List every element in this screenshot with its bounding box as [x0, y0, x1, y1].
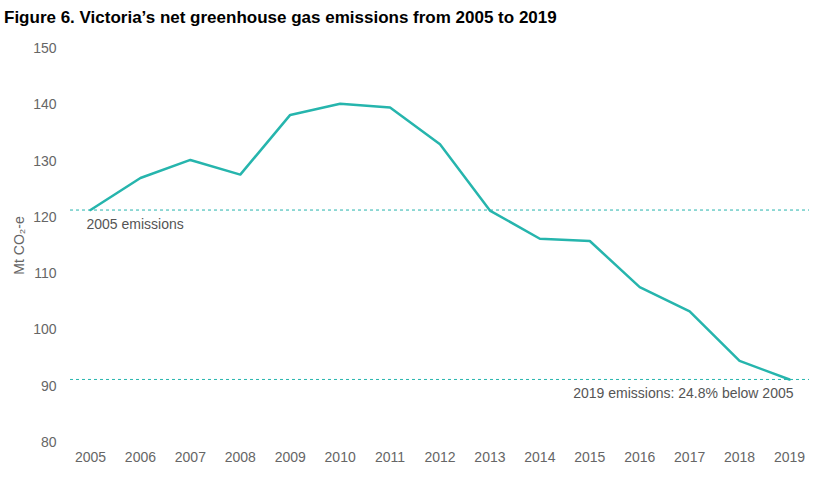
svg-text:150: 150 — [33, 40, 57, 56]
svg-text:2013: 2013 — [474, 449, 505, 465]
svg-text:140: 140 — [33, 96, 57, 112]
svg-text:90: 90 — [41, 378, 57, 394]
svg-text:2005: 2005 — [75, 449, 106, 465]
svg-text:110: 110 — [34, 265, 57, 281]
svg-text:2018: 2018 — [724, 449, 755, 465]
svg-text:100: 100 — [33, 321, 57, 337]
svg-text:2019: 2019 — [774, 449, 805, 465]
svg-text:2012: 2012 — [424, 449, 455, 465]
svg-text:2016: 2016 — [624, 449, 655, 465]
svg-text:2010: 2010 — [325, 449, 356, 465]
svg-text:2008: 2008 — [225, 449, 256, 465]
svg-text:2019 emissions: 24.8% below 20: 2019 emissions: 24.8% below 2005 — [573, 385, 793, 401]
svg-text:2007: 2007 — [175, 449, 206, 465]
svg-text:2009: 2009 — [275, 449, 306, 465]
svg-text:2014: 2014 — [524, 449, 555, 465]
svg-text:120: 120 — [33, 209, 57, 225]
svg-text:2006: 2006 — [125, 449, 156, 465]
svg-text:2011: 2011 — [375, 449, 405, 465]
svg-text:80: 80 — [41, 434, 57, 450]
svg-text:2015: 2015 — [574, 449, 605, 465]
svg-text:Mt CO₂-e: Mt CO₂-e — [11, 216, 27, 275]
svg-text:2005 emissions: 2005 emissions — [87, 216, 184, 232]
html-text:Figure 6. Victoria’s net green: Figure 6. Victoria’s net greenhouse gas … — [4, 8, 557, 27]
svg-text:130: 130 — [33, 153, 57, 169]
svg-text:2017: 2017 — [674, 449, 705, 465]
